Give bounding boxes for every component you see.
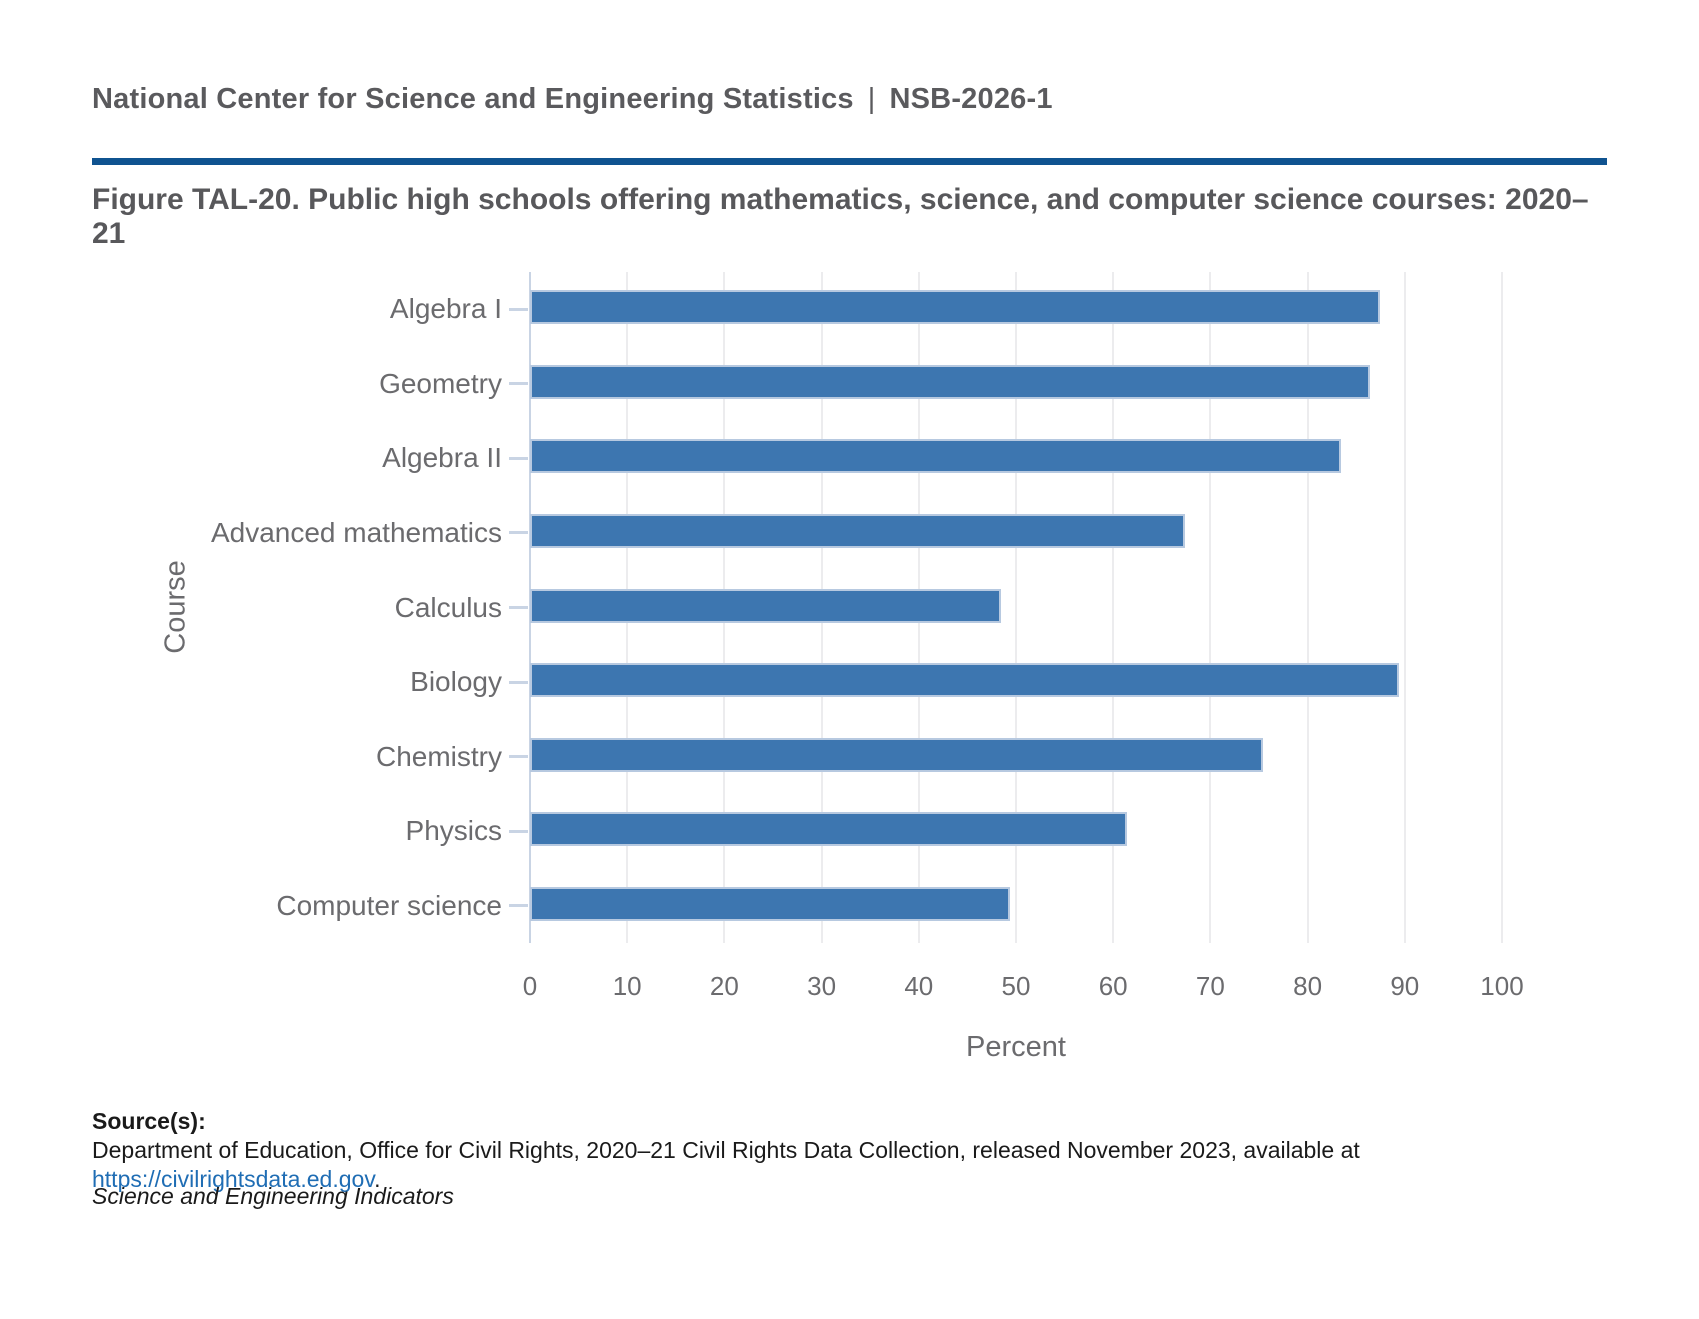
bar-biology bbox=[530, 663, 1400, 698]
category-tick-geometry bbox=[509, 382, 528, 386]
x-tick-label-40: 40 bbox=[904, 971, 934, 1001]
gridline-60 bbox=[1112, 272, 1115, 943]
header-separator: | bbox=[867, 83, 876, 115]
category-tick-computer-science bbox=[509, 904, 528, 908]
x-tick-label-90: 90 bbox=[1390, 971, 1420, 1001]
accent-rule bbox=[92, 158, 1607, 165]
category-label-geometry: Geometry bbox=[379, 367, 502, 399]
category-label-chemistry: Chemistry bbox=[375, 740, 502, 772]
source-text: Department of Education, Office for Civi… bbox=[92, 1137, 1360, 1192]
category-tick-biology bbox=[509, 680, 528, 684]
bar-chemistry bbox=[530, 737, 1263, 772]
figure-title: Figure TAL-20. Public high schools offer… bbox=[92, 183, 1589, 250]
org-name: National Center for Science and Engineer… bbox=[92, 83, 854, 115]
bar-algebra-ii bbox=[530, 439, 1341, 474]
category-label-algebra-i: Algebra I bbox=[389, 293, 502, 325]
gridline-70 bbox=[1209, 272, 1212, 943]
source-label: Source(s): bbox=[92, 1108, 206, 1134]
category-tick-algebra-i bbox=[509, 307, 528, 311]
category-tick-physics bbox=[509, 829, 528, 833]
gridline-50 bbox=[1015, 272, 1017, 943]
category-label-advanced-mathematics: Advanced mathematics bbox=[210, 516, 502, 548]
category-label-biology: Biology bbox=[410, 666, 502, 698]
y-axis-title: Course bbox=[159, 560, 192, 654]
indicators-footer: Science and Engineering Indicators bbox=[92, 1183, 454, 1209]
gridline-80 bbox=[1306, 272, 1309, 943]
category-label-algebra-ii: Algebra II bbox=[382, 442, 502, 474]
x-tick-label-10: 10 bbox=[612, 971, 642, 1001]
source-link[interactable]: https://civilrightsdata.ed.gov bbox=[92, 1166, 375, 1192]
category-label-computer-science: Computer science bbox=[276, 889, 502, 921]
report-header: National Center for Science and Engineer… bbox=[92, 83, 1053, 116]
bar-algebra-i bbox=[530, 290, 1380, 325]
x-tick-label-80: 80 bbox=[1293, 971, 1323, 1001]
gridline-90 bbox=[1403, 272, 1406, 943]
category-tick-calculus bbox=[509, 606, 528, 609]
x-axis-title: Percent bbox=[966, 1031, 1066, 1063]
category-tick-advanced-mathematics bbox=[509, 531, 528, 535]
x-tick-label-0: 0 bbox=[522, 971, 538, 1001]
bar-physics bbox=[530, 812, 1127, 847]
bar-calculus bbox=[530, 588, 1001, 623]
gridline-100 bbox=[1501, 272, 1503, 943]
category-label-calculus: Calculus bbox=[394, 591, 502, 623]
report-id: NSB-2026-1 bbox=[889, 83, 1053, 115]
bar-computer-science bbox=[530, 886, 1011, 921]
category-tick-algebra-ii bbox=[509, 456, 528, 460]
bar-geometry bbox=[530, 364, 1370, 399]
category-tick-chemistry bbox=[509, 755, 528, 759]
x-tick-label-70: 70 bbox=[1195, 971, 1225, 1001]
bar-advanced-mathematics bbox=[530, 513, 1186, 548]
source-block: Source(s): Department of Education, Offi… bbox=[92, 1107, 1632, 1194]
x-tick-label-50: 50 bbox=[1001, 971, 1031, 1001]
category-label-physics: Physics bbox=[405, 815, 502, 847]
x-tick-label-100: 100 bbox=[1480, 971, 1524, 1001]
x-tick-label-30: 30 bbox=[807, 971, 837, 1001]
x-tick-label-60: 60 bbox=[1098, 971, 1128, 1001]
x-tick-label-20: 20 bbox=[709, 971, 739, 1001]
